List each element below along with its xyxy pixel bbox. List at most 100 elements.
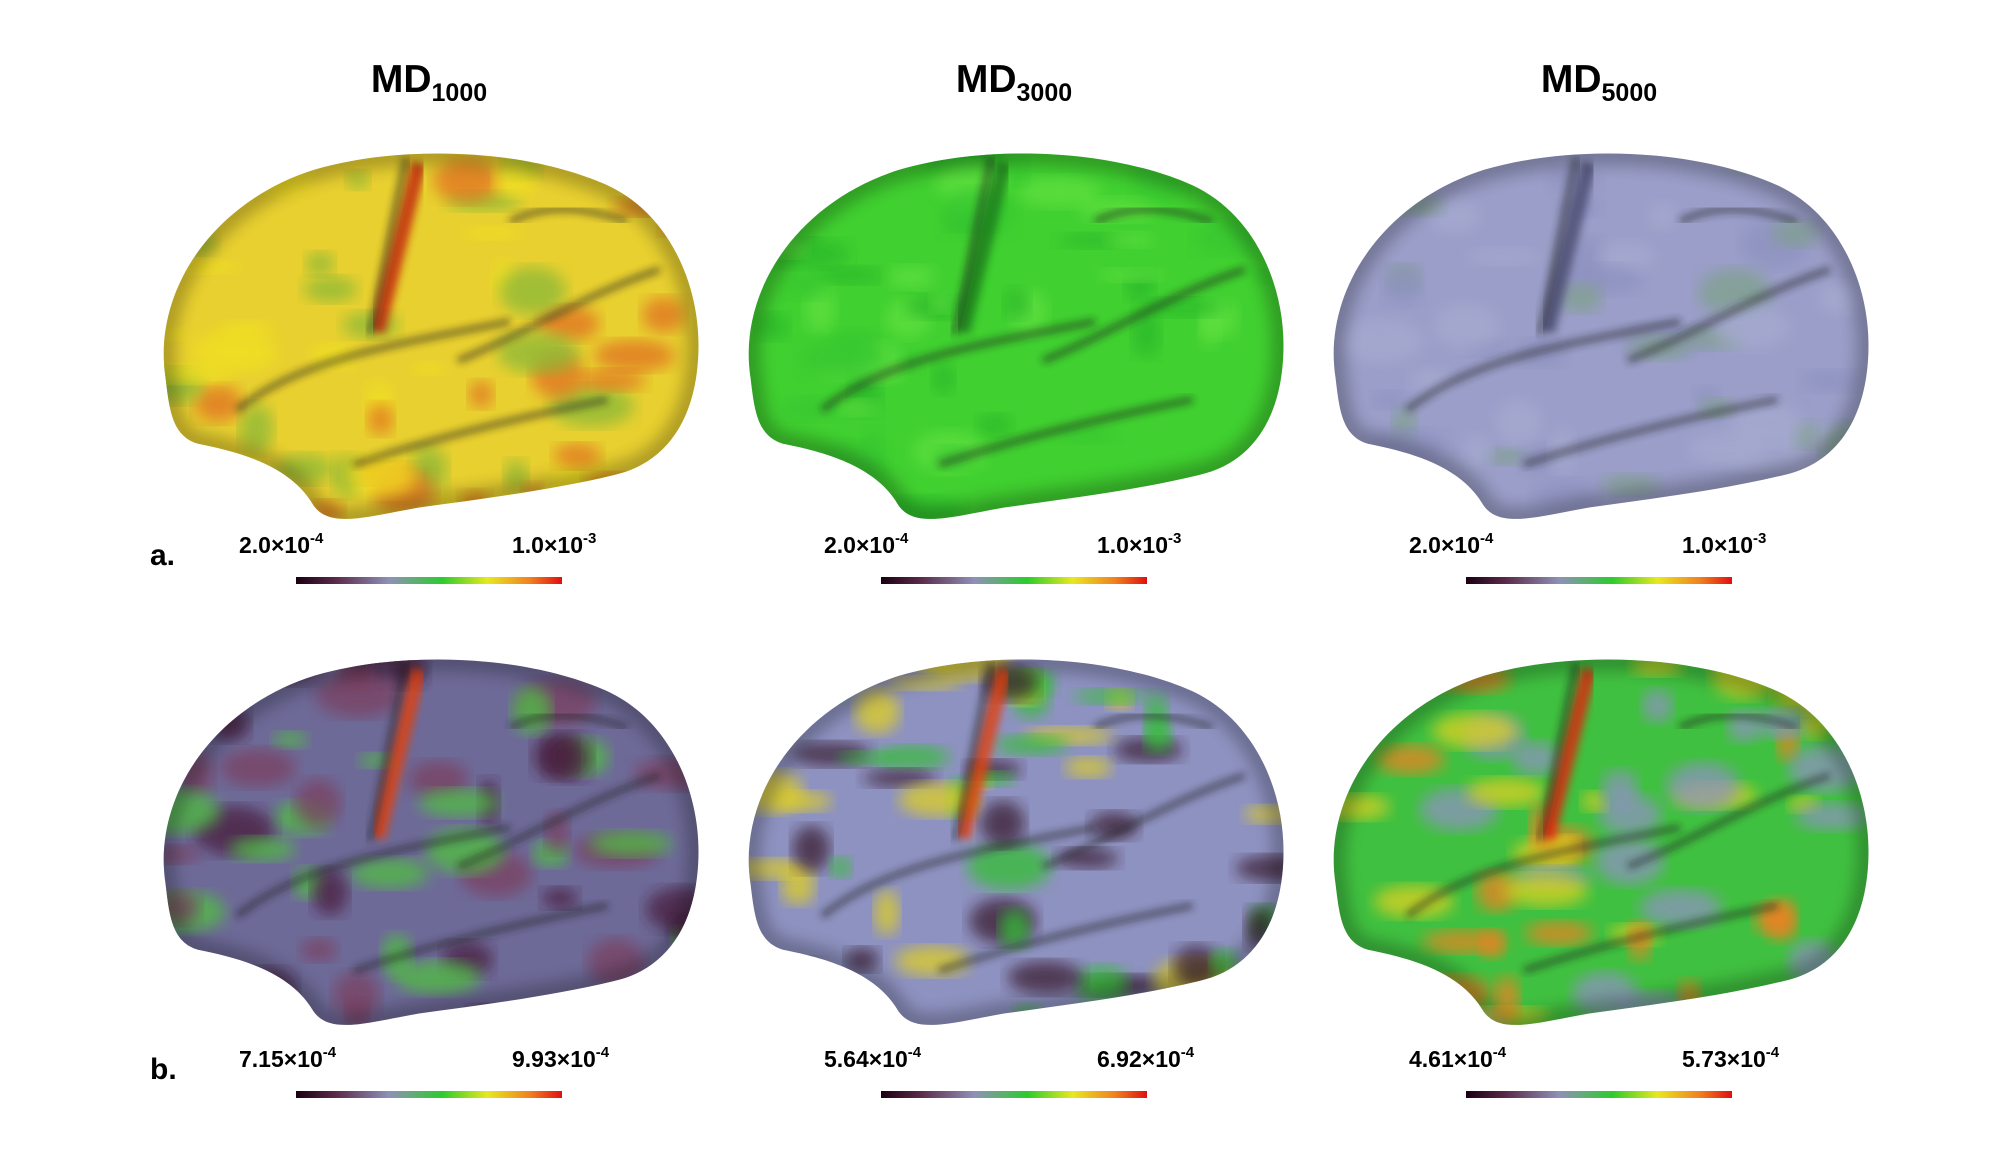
central-sulcus-band — [954, 161, 1012, 334]
exponent: -4 — [895, 530, 909, 547]
sulcus — [1522, 902, 1779, 974]
sulcus — [937, 396, 1194, 468]
exponent: -4 — [323, 1044, 337, 1061]
mantissa: 5.73×10 — [1682, 1046, 1766, 1072]
colorbar-min-label: 5.64×10-4 — [824, 1044, 922, 1072]
texture-patch — [1464, 247, 1543, 266]
exponent: -4 — [1493, 1044, 1507, 1061]
texture-patch — [205, 1004, 277, 1025]
texture-patch — [1438, 498, 1465, 519]
texture-patch — [1407, 478, 1437, 519]
colorbar — [881, 577, 1147, 584]
texture-patch — [1639, 889, 1722, 928]
texture-patch — [497, 332, 579, 374]
texture-patch — [1233, 157, 1268, 189]
texture-patch — [1725, 153, 1772, 173]
colorbar — [296, 1091, 562, 1098]
texture-patch — [748, 1002, 815, 1025]
texture-patch — [1351, 473, 1396, 512]
central-sulcus-band — [1539, 161, 1597, 334]
texture-patch — [577, 369, 646, 391]
texture-patch — [800, 337, 885, 380]
texture-patch — [779, 396, 841, 422]
texture-patch — [1647, 201, 1679, 231]
texture-patch — [1382, 266, 1423, 306]
texture-patch — [544, 733, 592, 781]
mantissa: 2.0×10 — [824, 532, 895, 558]
texture-patch — [419, 788, 499, 818]
exponent: -3 — [1753, 530, 1766, 547]
colorbar-max-label: 1.0×10-3 — [1097, 530, 1181, 558]
texture-patch — [468, 1004, 524, 1025]
texture-patch — [994, 734, 1069, 755]
texture-patch — [272, 731, 308, 749]
texture-patch — [1376, 744, 1445, 775]
texture-patch — [239, 404, 274, 453]
texture-patch — [433, 159, 500, 203]
texture-patch — [191, 330, 278, 374]
sulcus — [1041, 772, 1246, 870]
texture-patch — [748, 224, 769, 261]
texture-patch — [194, 385, 243, 423]
texture-patch — [350, 858, 429, 889]
mantissa: 1.0×10 — [512, 532, 583, 558]
mantissa: 6.92×10 — [1097, 1046, 1181, 1072]
texture-patch — [1352, 684, 1375, 709]
texture-patch — [1559, 283, 1603, 313]
texture-patch — [1628, 921, 1652, 961]
texture-patch — [1829, 659, 1862, 673]
sulcus — [937, 902, 1194, 974]
colorbar-max-label: 9.93×10-4 — [512, 1044, 610, 1072]
texture-patch — [541, 887, 579, 909]
texture-patch — [967, 843, 1051, 890]
colorbar-max-label: 1.0×10-3 — [512, 530, 596, 558]
texture-patch — [1152, 486, 1230, 511]
sulcus — [508, 712, 629, 731]
texture-patch — [1432, 713, 1518, 749]
texture-patch — [1503, 874, 1589, 907]
colorbar-min-label: 2.0×10-4 — [824, 530, 909, 558]
texture-patch — [1714, 304, 1792, 351]
texture-patch — [1525, 921, 1593, 946]
texture-patch — [346, 170, 370, 190]
texture-patch — [797, 500, 845, 519]
texture-patch — [642, 297, 685, 333]
sulcus — [352, 396, 609, 468]
texture-patch — [829, 856, 852, 878]
texture-patch — [814, 266, 885, 285]
exponent: -4 — [1181, 1044, 1195, 1061]
texture-patch — [1240, 659, 1284, 677]
mantissa: 7.15×10 — [239, 1046, 323, 1072]
texture-patch — [930, 293, 953, 313]
texture-patch — [230, 837, 296, 862]
panel-title: MD1000 — [371, 58, 487, 107]
row-label: b. — [150, 1053, 177, 1086]
texture-patch — [294, 778, 341, 828]
texture-patch — [800, 660, 848, 702]
texture-patch — [1144, 720, 1173, 754]
mantissa: 2.0×10 — [1409, 532, 1480, 558]
sulcus — [1041, 266, 1246, 364]
texture-patch — [1073, 688, 1146, 705]
sulcus — [366, 663, 410, 842]
texture-patch — [171, 659, 204, 692]
texture-patch — [1794, 803, 1869, 831]
texture-patch — [1097, 268, 1166, 282]
central-sulcus-band — [954, 667, 1012, 840]
texture-patch — [781, 867, 815, 905]
colorbar — [1466, 577, 1732, 584]
central-sulcus-band — [369, 667, 427, 840]
texture-patch — [1792, 665, 1869, 703]
texture-patch — [659, 220, 699, 237]
texture-patch — [1594, 837, 1664, 885]
mantissa: 9.93×10 — [512, 1046, 596, 1072]
texture-patch — [171, 260, 242, 274]
texture-patch — [395, 960, 481, 995]
texture-patch — [1374, 464, 1423, 486]
texture-patch — [1007, 961, 1083, 994]
exponent: -3 — [1168, 530, 1181, 547]
mantissa: 2.0×10 — [239, 532, 310, 558]
texture-patch — [838, 751, 898, 765]
sulcus — [1404, 824, 1681, 919]
